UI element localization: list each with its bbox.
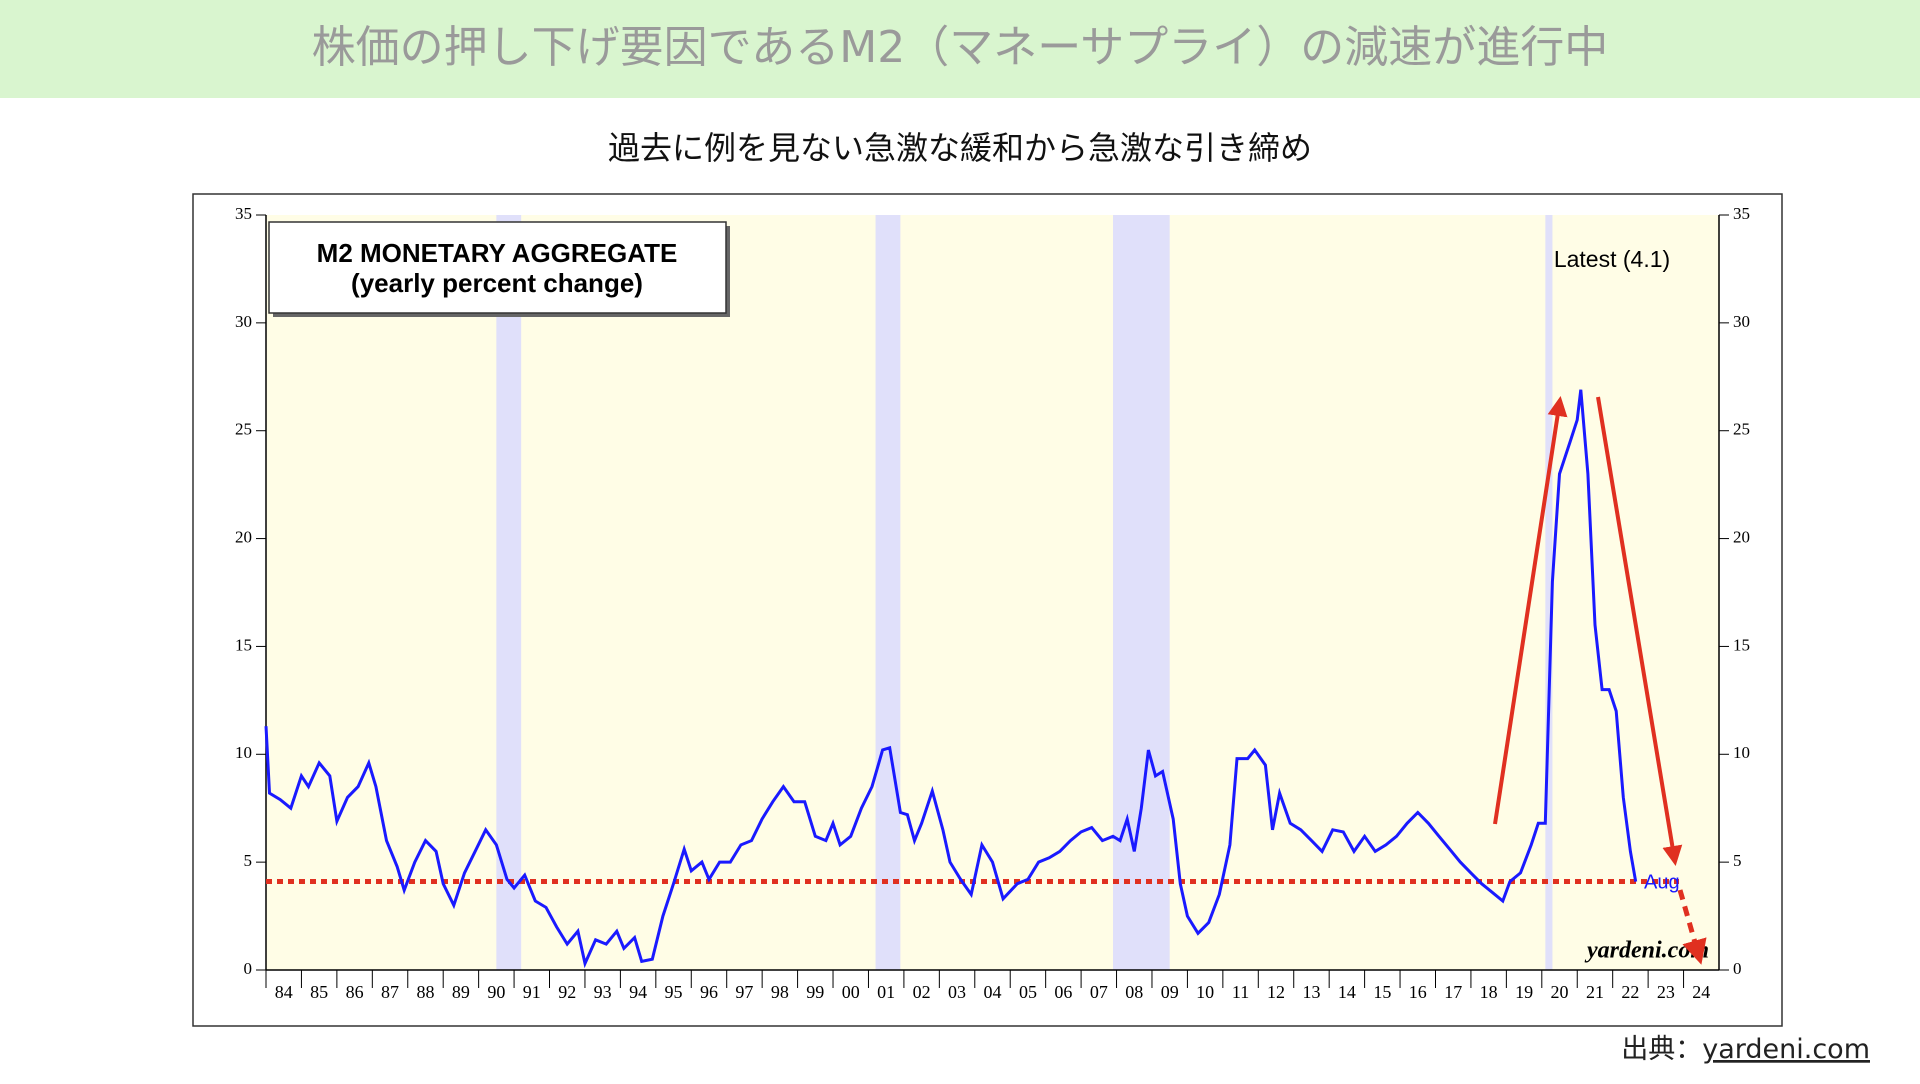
annotation-month: Aug <box>1644 871 1680 893</box>
x-tick-label: 09 <box>1161 982 1179 1002</box>
x-tick-label: 98 <box>771 982 789 1002</box>
arrow-up <box>1493 396 1568 825</box>
y2-tick-label: 35 <box>1733 204 1750 223</box>
y-tick-label: 5 <box>244 851 253 870</box>
x-tick-label: 00 <box>842 982 860 1002</box>
x-tick-label: 87 <box>381 982 399 1002</box>
x-tick-label: 90 <box>487 982 505 1002</box>
y-tick-label: 20 <box>235 527 252 546</box>
x-tick-label: 94 <box>629 982 647 1002</box>
x-tick-label: 06 <box>1054 982 1072 1002</box>
x-tick-label: 91 <box>523 982 541 1002</box>
x-tick-label: 89 <box>452 982 470 1002</box>
x-tick-label: 03 <box>948 982 966 1002</box>
slide-title: 株価の押し下げ要因であるM2（マネーサプライ）の減速が進行中 <box>312 22 1609 73</box>
series-line <box>264 389 1638 969</box>
header-band <box>0 0 1920 98</box>
arrows <box>1493 396 1707 965</box>
x-tick-label: 08 <box>1125 982 1143 1002</box>
y2-tick-label: 25 <box>1733 420 1750 439</box>
x-tick-label: 05 <box>1019 982 1037 1002</box>
x-tick-label: 88 <box>416 982 434 1002</box>
y2-tick-label: 5 <box>1733 851 1742 870</box>
recession-band <box>1112 215 1170 970</box>
recession-band <box>496 215 522 970</box>
x-tick-label: 21 <box>1586 982 1604 1002</box>
y-tick-label: 30 <box>235 312 252 331</box>
x-tick-label: 13 <box>1302 982 1320 1002</box>
x-tick-label: 96 <box>700 982 718 1002</box>
source: 出典：yardeni.com <box>1621 1034 1870 1065</box>
recession-band <box>875 215 901 970</box>
y-tick-label: 10 <box>235 743 252 762</box>
plot-background <box>266 215 1719 970</box>
x-tick-label: 19 <box>1515 982 1533 1002</box>
x-tick-label: 12 <box>1267 982 1285 1002</box>
x-tick-label: 95 <box>665 982 683 1002</box>
x-tick-label: 84 <box>275 982 293 1002</box>
chart-title: M2 MONETARY AGGREGATE <box>317 238 678 268</box>
x-tick-label: 11 <box>1232 982 1249 1002</box>
x-tick-label: 86 <box>346 982 364 1002</box>
y2-tick-label: 20 <box>1733 527 1750 546</box>
x-tick-label: 85 <box>310 982 328 1002</box>
title-box <box>268 221 727 314</box>
x-tick-label: 92 <box>558 982 576 1002</box>
slide-subtitle: 過去に例を見ない急激な緩和から急激な引き締め <box>608 129 1312 167</box>
x-tick-label: 16 <box>1409 982 1427 1002</box>
chart-subtitle: (yearly percent change) <box>351 268 643 298</box>
recession-band <box>1545 215 1553 970</box>
x-tick-label: 99 <box>806 982 824 1002</box>
y2-tick-label: 0 <box>1733 959 1742 978</box>
x-tick-label: 18 <box>1480 982 1498 1002</box>
y-tick-label: 0 <box>244 959 253 978</box>
x-tick-label: 23 <box>1657 982 1675 1002</box>
watermark: yardeni.com <box>1584 938 1709 964</box>
x-tick-label: 93 <box>594 982 612 1002</box>
x-tick-label: 14 <box>1338 982 1356 1002</box>
x-tick-label: 02 <box>913 982 931 1002</box>
source-label: 出典： <box>1621 1034 1702 1065</box>
x-tick-label: 20 <box>1551 982 1569 1002</box>
source-link[interactable]: yardeni.com <box>1702 1034 1870 1065</box>
x-tick-label: 22 <box>1621 982 1639 1002</box>
arrow-forecast <box>1677 889 1707 965</box>
x-tick-label: 24 <box>1692 982 1710 1002</box>
x-tick-label: 15 <box>1373 982 1391 1002</box>
x-tick-label: 17 <box>1444 982 1462 1002</box>
x-tick-label: 01 <box>877 982 895 1002</box>
arrow-down <box>1596 396 1683 866</box>
y-tick-label: 15 <box>235 635 252 654</box>
y-tick-label: 35 <box>235 204 252 223</box>
x-tick-label: 07 <box>1090 982 1108 1002</box>
y-tick-label: 25 <box>235 420 252 439</box>
y2-tick-label: 15 <box>1733 635 1750 654</box>
y2-tick-label: 30 <box>1733 312 1750 331</box>
x-tick-label: 97 <box>735 982 753 1002</box>
annotation-latest: Latest (4.1) <box>1554 246 1670 272</box>
y2-tick-label: 10 <box>1733 743 1750 762</box>
x-tick-label: 10 <box>1196 982 1214 1002</box>
x-tick-label: 04 <box>984 982 1002 1002</box>
